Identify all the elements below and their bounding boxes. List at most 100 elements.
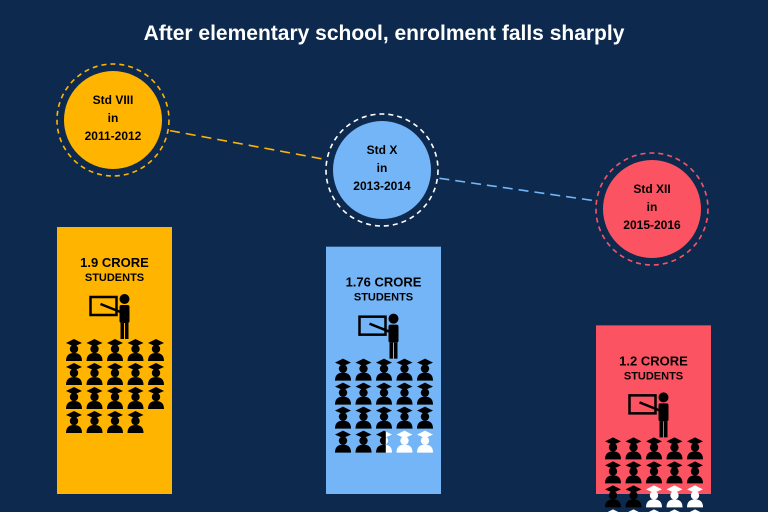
head-icon	[400, 436, 409, 445]
stage-label: in	[377, 161, 388, 175]
cap-icon	[127, 387, 144, 395]
connector-line	[439, 177, 595, 202]
student-icon	[396, 430, 413, 453]
cap-icon	[417, 358, 433, 367]
cap-icon	[605, 437, 621, 445]
unit-label: STUDENTS	[354, 292, 413, 304]
student-icon	[646, 437, 662, 460]
student-icon	[687, 461, 703, 484]
body-icon	[666, 475, 683, 484]
body-icon	[335, 420, 351, 429]
teacher-leg-icon	[389, 342, 393, 359]
body-icon	[396, 396, 413, 405]
head-icon	[90, 416, 99, 426]
cap-icon	[107, 387, 123, 395]
stage-label: Std X	[367, 143, 398, 157]
teacher-body-icon	[658, 403, 669, 422]
cap-icon	[376, 430, 386, 439]
stage-label: in	[108, 111, 119, 125]
stage-label: 2015-2016	[623, 218, 681, 232]
body-icon	[605, 499, 621, 508]
cap-icon	[148, 339, 164, 347]
body-icon	[666, 451, 683, 460]
teacher-head-icon	[388, 313, 399, 324]
head-icon	[151, 344, 161, 354]
body-icon	[355, 420, 372, 429]
stage-circle	[603, 160, 701, 258]
body-icon	[355, 372, 372, 381]
body-icon	[417, 420, 433, 429]
cap-icon	[646, 485, 662, 493]
head-icon	[400, 412, 409, 421]
student-icon	[417, 430, 433, 453]
student-icon	[148, 339, 164, 361]
cap-icon	[107, 339, 123, 347]
head-icon	[379, 364, 389, 373]
value-label: 1.2 CRORE	[619, 353, 688, 368]
cap-icon	[355, 382, 372, 391]
body-icon	[355, 396, 372, 405]
cap-icon	[66, 339, 82, 347]
cap-icon	[376, 406, 392, 415]
body-icon	[396, 444, 413, 453]
body-icon	[127, 353, 144, 361]
student-icon	[605, 485, 621, 508]
head-icon	[151, 392, 161, 402]
pointer-icon	[639, 401, 660, 412]
head-icon	[359, 388, 368, 397]
body-icon	[355, 444, 372, 453]
cap-icon	[86, 363, 103, 371]
head-icon	[670, 443, 679, 452]
student-icon	[666, 485, 683, 508]
body-icon	[376, 420, 392, 429]
student-icon	[666, 437, 683, 460]
student-icon	[148, 387, 164, 409]
head-icon	[338, 364, 348, 373]
body-icon	[605, 451, 621, 460]
pointer-icon	[369, 322, 390, 333]
body-icon	[687, 451, 703, 460]
cap-icon	[148, 363, 164, 371]
head-icon	[151, 368, 161, 378]
head-icon	[90, 344, 99, 354]
stage-group: Std XII in 2015-2016 1.2 CRORE STUDENTS	[595, 152, 711, 512]
stage-label: Std VIII	[93, 93, 134, 107]
body-icon	[127, 401, 144, 409]
cap-icon	[335, 382, 351, 391]
student-icon	[355, 430, 372, 453]
head-icon	[69, 368, 79, 378]
body-icon	[107, 377, 123, 385]
student-icon	[107, 339, 123, 361]
body-icon	[107, 401, 123, 409]
body-icon	[646, 451, 662, 460]
cap-icon	[396, 430, 413, 439]
student-icon	[625, 461, 642, 484]
head-icon	[338, 388, 348, 397]
teacher-head-icon	[119, 294, 130, 304]
cap-icon	[355, 430, 372, 439]
head-icon	[131, 392, 140, 402]
student-icon	[376, 430, 386, 453]
head-icon	[110, 368, 120, 378]
stage-label: 2011-2012	[85, 129, 142, 143]
board-icon	[358, 315, 387, 336]
body-icon	[646, 499, 662, 508]
cap-icon	[689, 509, 701, 512]
student-icon	[648, 509, 660, 512]
cap-icon	[417, 406, 433, 415]
body-icon	[687, 475, 703, 484]
cap-icon	[376, 358, 392, 367]
body-icon	[127, 377, 144, 385]
student-icon	[107, 411, 123, 433]
head-icon	[379, 436, 386, 445]
stage-label: Std XII	[633, 182, 670, 196]
body-icon	[376, 372, 392, 381]
head-icon	[629, 467, 638, 476]
head-icon	[420, 388, 430, 397]
student-icon	[66, 339, 82, 361]
head-icon	[420, 412, 430, 421]
student-icon	[689, 509, 701, 512]
student-icon	[335, 382, 351, 405]
body-icon	[625, 499, 642, 508]
